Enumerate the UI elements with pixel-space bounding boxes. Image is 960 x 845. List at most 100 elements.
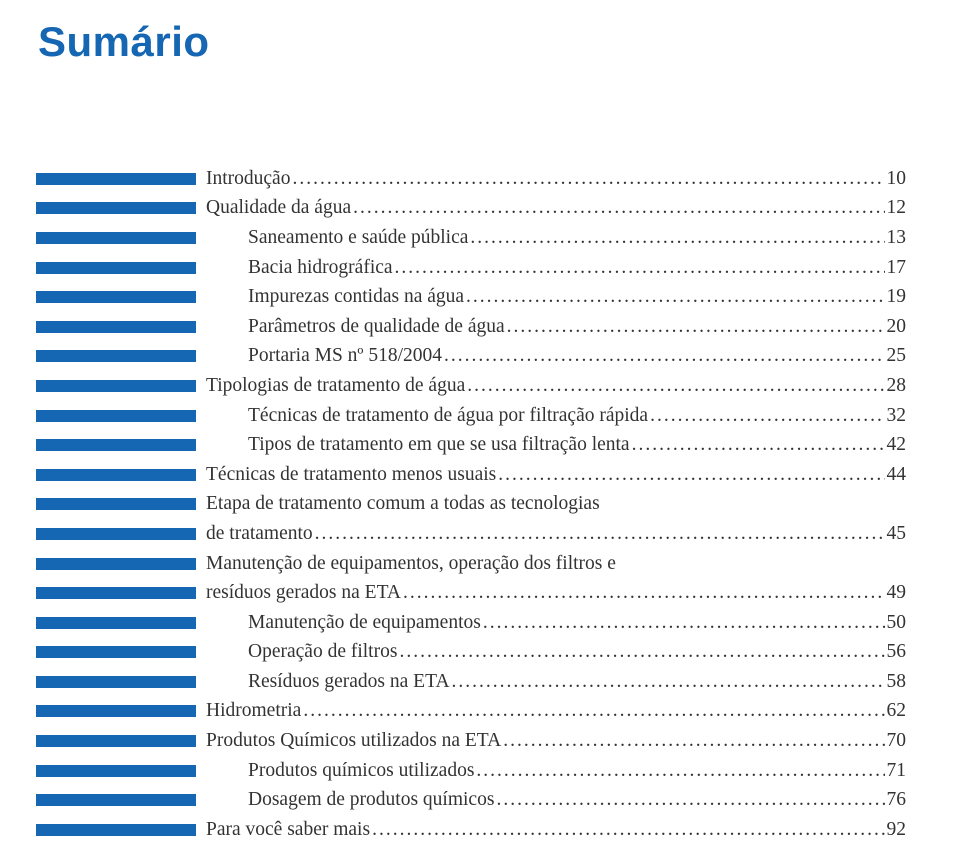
toc-entry-text: Tipos de tratamento em que se usa filtra… [206, 434, 906, 456]
toc-marker [36, 232, 206, 244]
toc-marker [36, 321, 206, 333]
toc-entry-page: 19 [887, 286, 907, 308]
toc-entry-page: 17 [887, 257, 907, 279]
toc-entry-text: Saneamento e saúde pública..............… [206, 227, 906, 249]
toc-leader-dots: ........................................… [507, 316, 885, 338]
toc-marker [36, 824, 206, 836]
toc-entry-label: Etapa de tratamento comum a todas as tec… [206, 493, 600, 515]
toc-leader-dots: ........................................… [498, 464, 884, 486]
toc-entry-text: Manutenção de equipamentos, operação dos… [206, 553, 906, 575]
toc-entry: Manutenção de equipamentos, operação dos… [36, 549, 906, 579]
toc-marker [36, 380, 206, 392]
toc-entry-label: Hidrometria [206, 700, 301, 722]
toc-leader-dots: ........................................… [399, 641, 884, 663]
toc-entry-text: Técnicas de tratamento menos usuais.....… [206, 464, 906, 486]
toc-entry-page: 71 [887, 760, 907, 782]
toc-leader-dots: ........................................… [444, 345, 884, 367]
toc-entry: Introdução..............................… [36, 164, 906, 194]
toc-leader-dots: ........................................… [452, 671, 885, 693]
toc-entry: Parâmetros de qualidade de água.........… [36, 312, 906, 342]
toc-marker [36, 735, 206, 747]
toc-entry: Produtos químicos utilizados............… [36, 756, 906, 786]
toc-leader-dots: ........................................… [503, 730, 884, 752]
toc-leader-dots: ........................................… [476, 760, 884, 782]
toc-entry-page: 10 [887, 168, 907, 190]
toc-entry: Manutenção de equipamentos..............… [36, 608, 906, 638]
toc-entry-text: Operação de filtros.....................… [206, 641, 906, 663]
toc-marker [36, 262, 206, 274]
toc-leader-dots: ........................................… [395, 257, 885, 279]
toc-entry: Técnicas de tratamento de água por filtr… [36, 401, 906, 431]
toc-marker [36, 173, 206, 185]
toc-entry: Portaria MS nº 518/2004.................… [36, 342, 906, 372]
toc-entry-label: Parâmetros de qualidade de água [206, 316, 505, 338]
toc-leader-dots: ........................................… [303, 700, 884, 722]
toc-entry-label: Tipos de tratamento em que se usa filtra… [206, 434, 630, 456]
toc-entry-label: Bacia hidrográfica [206, 257, 393, 279]
toc-entry-text: Portaria MS nº 518/2004.................… [206, 345, 906, 367]
toc-entry-text: Tipologias de tratamento de água........… [206, 375, 906, 397]
table-of-contents: Introdução..............................… [36, 164, 906, 845]
toc-marker [36, 558, 206, 570]
toc-entry-text: de tratamento...........................… [206, 523, 906, 545]
toc-leader-dots: ........................................… [470, 227, 884, 249]
toc-entry-page: 50 [887, 612, 907, 634]
toc-entry-label: Produtos Químicos utilizados na ETA [206, 730, 501, 752]
toc-leader-dots: ........................................… [632, 434, 885, 456]
toc-entry-text: Qualidade da água.......................… [206, 197, 906, 219]
toc-entry-label: Qualidade da água [206, 197, 351, 219]
toc-entry: Produtos Químicos utilizados na ETA.....… [36, 726, 906, 756]
toc-entry-continuation: resíduos gerados na ETA.................… [36, 578, 906, 608]
toc-entry-label: Impurezas contidas na água [206, 286, 464, 308]
toc-entry-text: resíduos gerados na ETA.................… [206, 582, 906, 604]
toc-entry: Bacia hidrográfica......................… [36, 253, 906, 283]
toc-leader-dots: ........................................… [292, 168, 884, 190]
toc-entry-text: Dosagem de produtos químicos............… [206, 789, 906, 811]
toc-entry-page: 56 [887, 641, 907, 663]
toc-entry-text: Bacia hidrográfica......................… [206, 257, 906, 279]
toc-entry-page: 62 [887, 700, 907, 722]
toc-entry: Qualidade da água.......................… [36, 194, 906, 224]
toc-entry-label: Produtos químicos utilizados [206, 760, 474, 782]
toc-marker [36, 794, 206, 806]
toc-entry-label: Portaria MS nº 518/2004 [206, 345, 442, 367]
toc-entry: Tipologias de tratamento de água........… [36, 371, 906, 401]
toc-entry-page: 45 [887, 523, 907, 545]
toc-entry-label: Saneamento e saúde pública [206, 227, 468, 249]
toc-entry-label: resíduos gerados na ETA [206, 582, 401, 604]
toc-marker [36, 587, 206, 599]
toc-entry-page: 32 [887, 405, 907, 427]
toc-marker [36, 765, 206, 777]
toc-leader-dots: ........................................… [483, 612, 885, 634]
toc-entry-text: Impurezas contidas na água..............… [206, 286, 906, 308]
toc-entry-page: 28 [887, 375, 907, 397]
toc-entry-text: Produtos Químicos utilizados na ETA.....… [206, 730, 906, 752]
toc-entry: Operação de filtros.....................… [36, 638, 906, 668]
toc-entry-page: 20 [887, 316, 907, 338]
toc-marker [36, 202, 206, 214]
toc-leader-dots: ........................................… [315, 523, 885, 545]
toc-entry-page: 49 [887, 582, 907, 604]
toc-entry: Dosagem de produtos químicos............… [36, 785, 906, 815]
toc-entry-label: Tipologias de tratamento de água [206, 375, 465, 397]
page-title: Sumário [38, 18, 210, 66]
toc-entry: Resíduos gerados na ETA.................… [36, 667, 906, 697]
toc-entry-label: Resíduos gerados na ETA [206, 671, 450, 693]
toc-entry-page: 76 [887, 789, 907, 811]
toc-marker [36, 469, 206, 481]
toc-leader-dots: ........................................… [353, 197, 884, 219]
toc-entry-page: 42 [887, 434, 907, 456]
toc-marker [36, 291, 206, 303]
toc-entry-text: Etapa de tratamento comum a todas as tec… [206, 493, 906, 515]
toc-marker [36, 617, 206, 629]
toc-entry-page: 25 [887, 345, 907, 367]
toc-entry-label: Dosagem de produtos químicos [206, 789, 494, 811]
toc-entry-text: Manutenção de equipamentos..............… [206, 612, 906, 634]
toc-marker [36, 439, 206, 451]
toc-entry-label: Operação de filtros [206, 641, 397, 663]
toc-leader-dots: ........................................… [650, 405, 884, 427]
toc-leader-dots: ........................................… [496, 789, 884, 811]
toc-entry-page: 44 [887, 464, 907, 486]
toc-entry-page: 13 [887, 227, 907, 249]
toc-leader-dots: ........................................… [466, 286, 884, 308]
